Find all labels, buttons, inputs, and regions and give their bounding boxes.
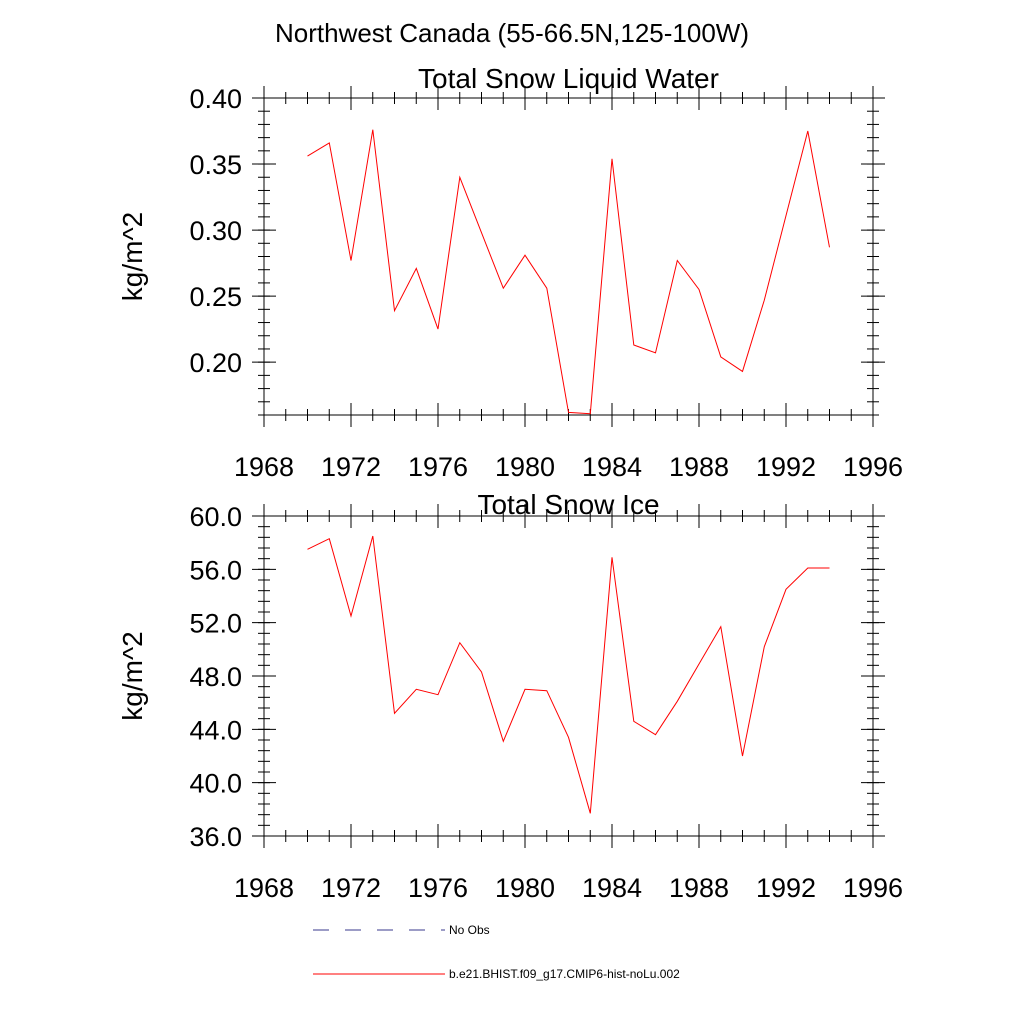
data-point (611, 557, 612, 558)
y-axis-label: kg/m^2 (117, 631, 148, 720)
data-point (459, 642, 460, 643)
data-point (416, 689, 417, 690)
data-point (546, 690, 547, 691)
data-point (655, 352, 656, 353)
data-point (720, 626, 721, 627)
data-point (524, 255, 525, 256)
x-tick-label: 1992 (756, 452, 816, 482)
data-point (611, 158, 612, 159)
data-point (350, 260, 351, 261)
data-point (829, 247, 830, 248)
y-axis-label: kg/m^2 (117, 212, 148, 301)
data-point (633, 344, 634, 345)
data-point (807, 567, 808, 568)
x-tick-label: 1972 (321, 873, 381, 903)
y-tick-label: 44.0 (189, 715, 242, 745)
plot-frame (263, 515, 874, 837)
data-point (350, 615, 351, 616)
x-tick-label: 1980 (495, 452, 555, 482)
data-point (785, 589, 786, 590)
data-point (677, 260, 678, 261)
figure-title: Northwest Canada (55-66.5N,125-100W) (275, 18, 749, 48)
data-point (698, 289, 699, 290)
x-tick-label: 1968 (234, 452, 294, 482)
data-point (307, 156, 308, 157)
x-tick-label: 1996 (843, 452, 903, 482)
data-point (742, 371, 743, 372)
y-tick-label: 48.0 (189, 662, 242, 692)
data-point (742, 755, 743, 756)
data-point (459, 177, 460, 178)
data-point (481, 671, 482, 672)
y-tick-label: 0.20 (189, 348, 242, 378)
data-point (590, 413, 591, 414)
y-tick-label: 36.0 (189, 822, 242, 852)
data-point (307, 549, 308, 550)
data-point (633, 721, 634, 722)
x-tick-label: 1968 (234, 873, 294, 903)
x-tick-label: 1996 (843, 873, 903, 903)
y-tick-label: 60.0 (189, 502, 242, 532)
data-point (329, 142, 330, 143)
y-tick-label: 0.30 (189, 216, 242, 246)
data-point (720, 356, 721, 357)
data-point (829, 567, 830, 568)
data-point (524, 689, 525, 690)
data-point (503, 288, 504, 289)
data-point (416, 268, 417, 269)
chart-title: Total Snow Liquid Water (418, 63, 719, 94)
data-point (764, 299, 765, 300)
data-point (807, 130, 808, 131)
x-tick-label: 1980 (495, 873, 555, 903)
data-point (764, 646, 765, 647)
y-tick-label: 0.35 (189, 150, 242, 180)
x-tick-label: 1984 (582, 873, 642, 903)
x-tick-label: 1972 (321, 452, 381, 482)
chart-total-snow-liquid-water: Total Snow Liquid Water 1968 1972 1976 1980 1… (117, 63, 903, 482)
data-point (568, 737, 569, 738)
y-tick-label: 0.25 (189, 282, 242, 312)
data-point (437, 329, 438, 330)
data-point (372, 535, 373, 536)
legend: No Obs b.e21.BHIST.f09_g17.CMIP6-hist-no… (313, 923, 680, 981)
data-point (546, 288, 547, 289)
legend-no-obs-label: No Obs (449, 923, 490, 937)
data-point (698, 663, 699, 664)
y-tick-label: 0.40 (189, 84, 242, 114)
y-tick-label: 56.0 (189, 555, 242, 585)
data-point (372, 129, 373, 130)
data-point (568, 412, 569, 413)
data-point (655, 734, 656, 735)
x-tick-label: 1988 (669, 452, 729, 482)
y-tick-label: 40.0 (189, 769, 242, 799)
legend-model-label: b.e21.BHIST.f09_g17.CMIP6-hist-noLu.002 (449, 967, 680, 981)
data-point (481, 232, 482, 233)
x-tick-label: 1976 (408, 873, 468, 903)
data-point (590, 813, 591, 814)
series-line-model (307, 129, 830, 415)
x-tick-label: 1976 (408, 452, 468, 482)
plot-frame (263, 97, 874, 416)
x-tick-label: 1988 (669, 873, 729, 903)
data-point (785, 215, 786, 216)
y-tick-label: 52.0 (189, 609, 242, 639)
series-line-model (307, 535, 830, 814)
x-tick-label: 1992 (756, 873, 816, 903)
data-point (394, 310, 395, 311)
data-point (394, 713, 395, 714)
x-tick-label: 1984 (582, 452, 642, 482)
data-point (329, 538, 330, 539)
data-point (437, 694, 438, 695)
data-point (503, 741, 504, 742)
data-point (677, 701, 678, 702)
